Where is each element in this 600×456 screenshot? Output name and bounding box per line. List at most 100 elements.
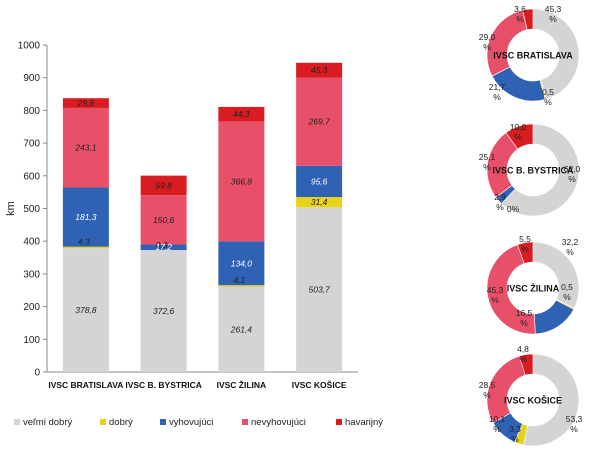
- legend-swatch-velmi-dobry: [14, 419, 20, 425]
- legend-swatch-vyhovujuci: [160, 419, 166, 425]
- donut-label-ivsc-bratislava-vyhovujuci: 21,7%: [489, 82, 506, 102]
- x-tick-label-ivsc-kosice: IVSC KOŠICE: [292, 379, 347, 390]
- data-label-ivsc-b-bystrica-velmi-dobry: 372,6: [153, 306, 175, 316]
- donut-slice-ivsc-bratislava-havarijny: [522, 8, 534, 31]
- x-tick-label-ivsc-bratislava: IVSC BRATISLAVA: [48, 380, 123, 390]
- bar-ivsc-kosice-dobry: [296, 197, 343, 208]
- donut-title-ivsc-zilina: IVSC ŽILINA: [507, 283, 560, 294]
- data-label-ivsc-kosice-velmi-dobry: 503,7: [308, 285, 330, 295]
- donut-label-ivsc-kosice-vyhovujuci: 10,1%: [489, 414, 506, 434]
- y-tick-label: 500: [23, 204, 40, 215]
- bar-ivsc-zilina-havarijny: [218, 106, 265, 122]
- bar-ivsc-bratislava-dobry: [62, 246, 109, 249]
- donut-slice-ivsc-zilina-nevyhovujuci: [486, 244, 536, 335]
- y-tick-label: 700: [23, 139, 40, 150]
- y-tick-label: 400: [23, 237, 40, 248]
- data-label-ivsc-b-bystrica-vyhovujuci: 17,2: [155, 242, 172, 252]
- donut-label-ivsc-kosice-velmi-dobry: 53,3%: [566, 414, 583, 434]
- legend-item-vyhovujuci: vyhovujúci: [160, 412, 213, 432]
- data-label-ivsc-bratislava-nevyhovujuci: 243,1: [74, 143, 97, 153]
- data-label-ivsc-bratislava-havarijny: 29,8: [77, 98, 95, 108]
- legend-item-havarijny: havarijný: [336, 412, 383, 432]
- donut-label-ivsc-zilina-velmi-dobry: 32,2%: [562, 237, 579, 257]
- data-label-ivsc-bratislava-vyhovujuci: 181,3: [75, 212, 97, 222]
- bar-ivsc-zilina-velmi-dobry: [218, 286, 265, 372]
- donut-label-ivsc-bratislava-nevyhovujuci: 29,0%: [479, 32, 496, 52]
- legend-swatch-nevyhovujuci: [242, 419, 248, 425]
- data-label-ivsc-kosice-havarijny: 45,3: [311, 65, 328, 75]
- data-label-ivsc-zilina-dobry: 4,1: [233, 275, 245, 285]
- legend-item-dobry: dobrý: [100, 412, 133, 432]
- legend-label-vyhovujuci: vyhovujúci: [169, 416, 214, 428]
- bar-ivsc-b-bystrica-velmi-dobry: [140, 250, 187, 372]
- donut-label-ivsc-bratislava-havarijny: 3,6%: [514, 4, 526, 24]
- y-axis-title: km: [5, 201, 17, 216]
- legend-label-nevyhovujuci: nevyhovujúci: [251, 416, 306, 428]
- bar-ivsc-bratislava-nevyhovujuci: [62, 107, 109, 188]
- bar-ivsc-bratislava-vyhovujuci: [62, 187, 109, 247]
- bar-ivsc-zilina-vyhovujuci: [218, 241, 265, 286]
- bar-ivsc-b-bystrica-nevyhovujuci: [140, 195, 187, 245]
- data-label-ivsc-zilina-havarijny: 44,3: [233, 109, 250, 119]
- bar-ivsc-kosice-nevyhovujuci: [296, 77, 343, 166]
- donut-title-ivsc-b-bystrica: IVSC B. BYSTRICA: [492, 166, 574, 176]
- data-label-ivsc-b-bystrica-havarijny: 59,8: [155, 180, 172, 190]
- bar-ivsc-kosice-velmi-dobry: [296, 207, 343, 372]
- donut-slice-ivsc-b-bystrica-velmi-dobry: [501, 123, 580, 217]
- bar-ivsc-b-bystrica-havarijny: [140, 175, 187, 196]
- legend-label-velmi-dobry: veľmi dobrý: [23, 416, 73, 428]
- donut-slice-ivsc-b-bystrica-havarijny: [505, 123, 534, 150]
- donut-label-ivsc-kosice-havarijny: 4,8%: [517, 344, 529, 364]
- data-label-ivsc-b-bystrica-dobry: 0,3: [156, 240, 168, 250]
- x-tick-label-ivsc-b-bystrica: IVSC B. BYSTRICA: [125, 380, 202, 390]
- bar-ivsc-zilina-nevyhovujuci: [218, 121, 265, 242]
- donut-title-ivsc-kosice: IVSC KOŠICE: [504, 395, 562, 406]
- bar-ivsc-b-bystrica-vyhovujuci: [140, 244, 187, 251]
- donut-label-ivsc-b-bystrica-velmi-dobry: 62,0%: [564, 164, 581, 184]
- y-tick-label: 600: [23, 171, 40, 182]
- donut-label-ivsc-b-bystrica-dobry: 0%: [507, 204, 520, 214]
- donut-label-ivsc-b-bystrica-nevyhovujuci: 25,1%: [479, 152, 496, 172]
- data-label-ivsc-kosice-dobry: 31,4: [311, 197, 328, 207]
- donut-label-ivsc-zilina-havarijny: 5,5%: [519, 234, 531, 254]
- legend: veľmi dobrý dobrý vyhovujúci nevyhovujúc…: [14, 412, 484, 432]
- legend-item-velmi-dobry: veľmi dobrý: [14, 412, 72, 432]
- y-tick-label: 200: [23, 302, 40, 313]
- bar-ivsc-bratislava-velmi-dobry: [62, 248, 109, 372]
- donut-slice-ivsc-kosice-havarijny: [518, 353, 534, 376]
- donut-slice-ivsc-bratislava-velmi-dobry: [532, 8, 580, 100]
- donut-label-ivsc-b-bystrica-vyhovujuci: 2,9%: [494, 192, 506, 212]
- legend-label-dobry: dobrý: [109, 416, 133, 428]
- bar-ivsc-kosice-havarijny: [296, 62, 343, 78]
- legend-swatch-havarijny: [336, 419, 342, 425]
- data-label-ivsc-bratislava-velmi-dobry: 378,8: [75, 305, 97, 315]
- y-tick-label: 900: [23, 73, 40, 84]
- y-tick-label: 0: [34, 368, 40, 379]
- donut-label-ivsc-kosice-dobry: 3,3%: [509, 424, 521, 444]
- data-label-ivsc-b-bystrica-nevyhovujuci: 150,6: [153, 215, 175, 225]
- bar-ivsc-bratislava-havarijny: [62, 98, 109, 108]
- data-label-ivsc-kosice-vyhovujuci: 95,6: [311, 176, 328, 186]
- donut-label-ivsc-bratislava-velmi-dobry: 45,3%: [545, 4, 562, 24]
- legend-label-havarijny: havarijný: [345, 416, 384, 428]
- donut-label-ivsc-zilina-nevyhovujuci: 45,3%: [487, 285, 504, 305]
- legend-item-nevyhovujuci: nevyhovujúci: [242, 412, 306, 432]
- bar-ivsc-zilina-dobry: [218, 285, 265, 287]
- data-label-ivsc-bratislava-dobry: 4,3: [78, 237, 90, 247]
- data-label-ivsc-zilina-nevyhovujuci: 366,8: [231, 176, 253, 186]
- donut-label-ivsc-b-bystrica-havarijny: 10,0%: [510, 122, 527, 142]
- donut-label-ivsc-bratislava-dobry: 0,5%: [542, 87, 554, 107]
- y-tick-label: 300: [23, 269, 40, 280]
- data-label-ivsc-zilina-vyhovujuci: 134,0: [231, 258, 253, 268]
- donut-slice-ivsc-kosice-velmi-dobry: [523, 353, 580, 447]
- data-label-ivsc-kosice-nevyhovujuci: 269,7: [307, 117, 330, 127]
- bar-ivsc-kosice-vyhovujuci: [296, 165, 343, 198]
- donut-label-ivsc-zilina-dobry: 0,5%: [561, 282, 573, 302]
- y-tick-label: 1000: [18, 41, 41, 52]
- donut-label-ivsc-kosice-nevyhovujuci: 28,5%: [479, 380, 496, 400]
- data-label-ivsc-zilina-velmi-dobry: 261,4: [230, 324, 253, 334]
- donut-slice-ivsc-zilina-havarijny: [517, 241, 534, 264]
- y-tick-label: 100: [23, 335, 40, 346]
- x-tick-label-ivsc-zilina: IVSC ŽILINA: [217, 379, 267, 390]
- donut-label-ivsc-zilina-vyhovujuci: 16,5%: [516, 308, 533, 328]
